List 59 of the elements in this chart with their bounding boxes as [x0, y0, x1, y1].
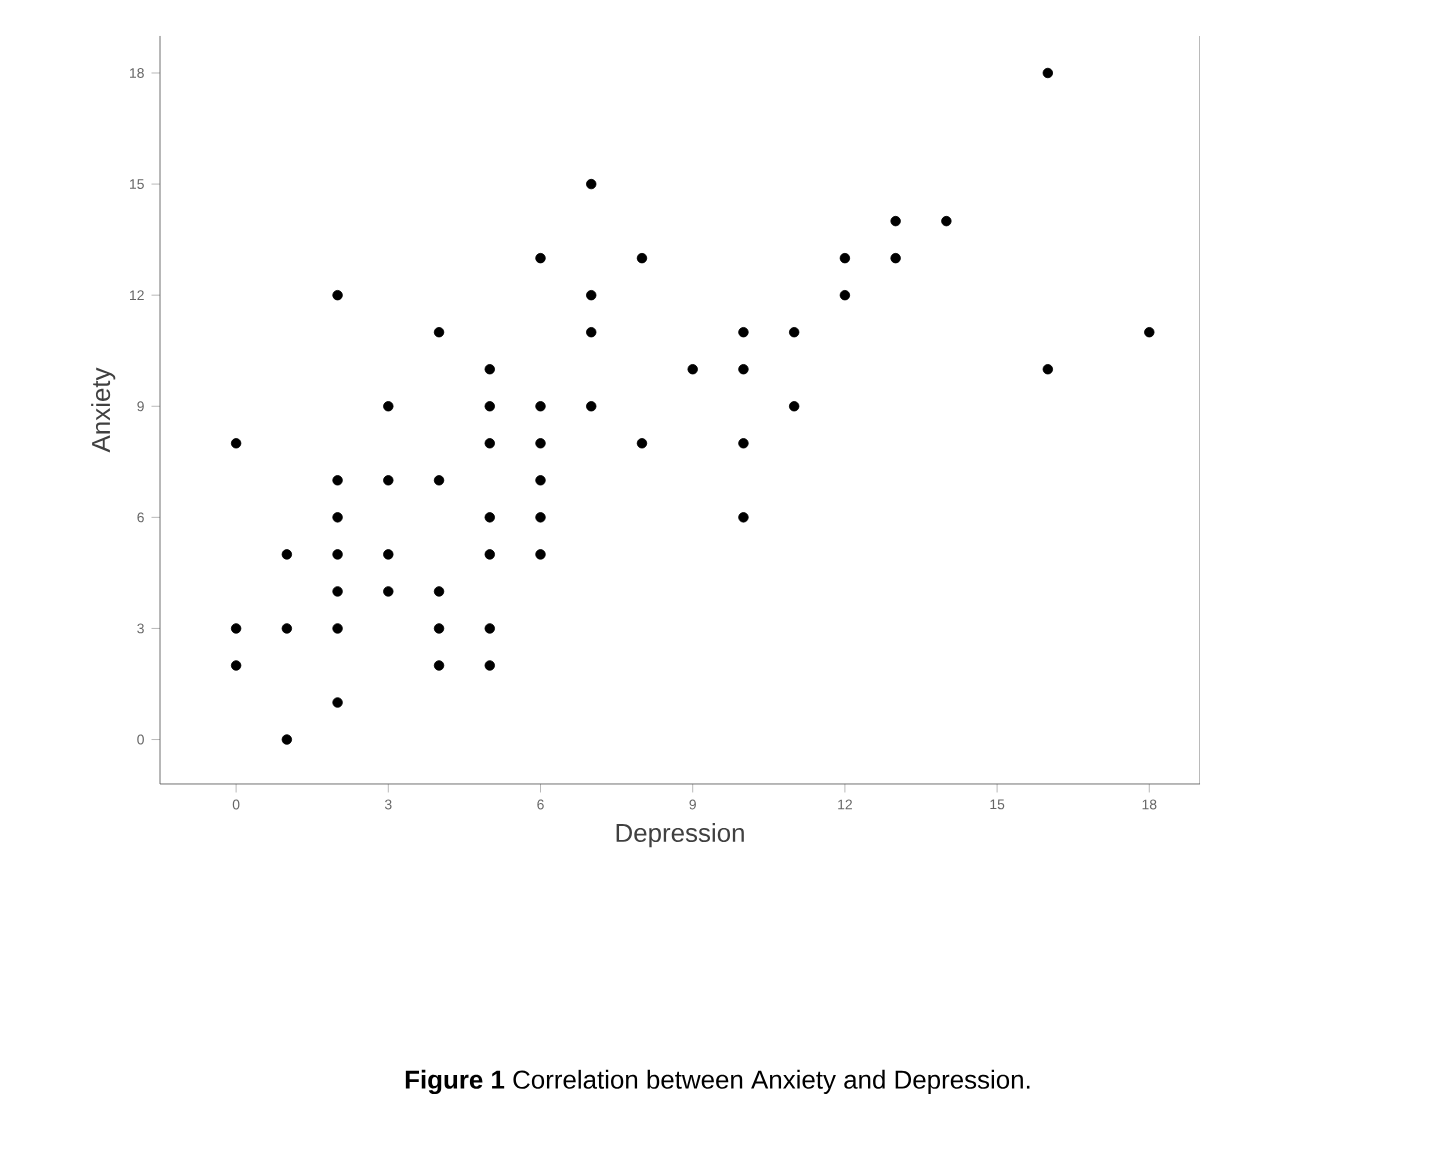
point: [332, 549, 343, 560]
point: [839, 252, 851, 264]
point: [1144, 327, 1155, 338]
point: [738, 364, 749, 375]
point: [433, 660, 445, 671]
point: [433, 475, 445, 486]
point: [230, 623, 242, 634]
point: [281, 734, 293, 745]
x-axis-title: Depression: [616, 823, 744, 848]
point: [1042, 364, 1054, 375]
point: [839, 290, 851, 301]
point: [535, 512, 546, 523]
point: [383, 401, 394, 412]
point: [484, 623, 495, 634]
point: [433, 623, 445, 634]
text: Figure 1 Correlation between Anxiety and Depression.: [405, 1069, 1030, 1095]
point: [687, 364, 698, 375]
point: [332, 475, 343, 486]
point: [535, 252, 546, 264]
point: [535, 549, 546, 560]
point: [332, 623, 343, 634]
point: [433, 586, 445, 597]
point: [383, 475, 394, 486]
point: [738, 438, 749, 449]
y-axis-title: Anxiety: [91, 367, 116, 453]
point: [484, 660, 495, 671]
point: [383, 549, 394, 560]
point: [230, 438, 242, 449]
point: [1042, 67, 1054, 79]
point: [332, 697, 343, 708]
point: [941, 215, 952, 227]
point: [636, 438, 648, 449]
point: [738, 327, 749, 338]
point: [484, 438, 495, 449]
point: [586, 327, 597, 338]
point: [535, 438, 546, 449]
point: [484, 512, 495, 523]
point: [433, 327, 445, 338]
point: [281, 549, 293, 560]
point: [586, 178, 597, 190]
point: [890, 215, 901, 227]
point: [738, 512, 749, 523]
point: [281, 623, 293, 634]
point: [788, 327, 800, 338]
point: [586, 401, 597, 412]
point: [383, 586, 394, 597]
point: [788, 401, 800, 412]
point: [890, 252, 901, 264]
point: [484, 549, 495, 560]
point: [535, 401, 546, 412]
point: [484, 401, 495, 412]
point: [332, 290, 343, 301]
point: [535, 475, 546, 486]
point: [586, 290, 597, 301]
point: [636, 252, 648, 264]
point: [484, 364, 495, 375]
point: [230, 660, 242, 671]
point: [332, 512, 343, 523]
point: [332, 586, 343, 597]
